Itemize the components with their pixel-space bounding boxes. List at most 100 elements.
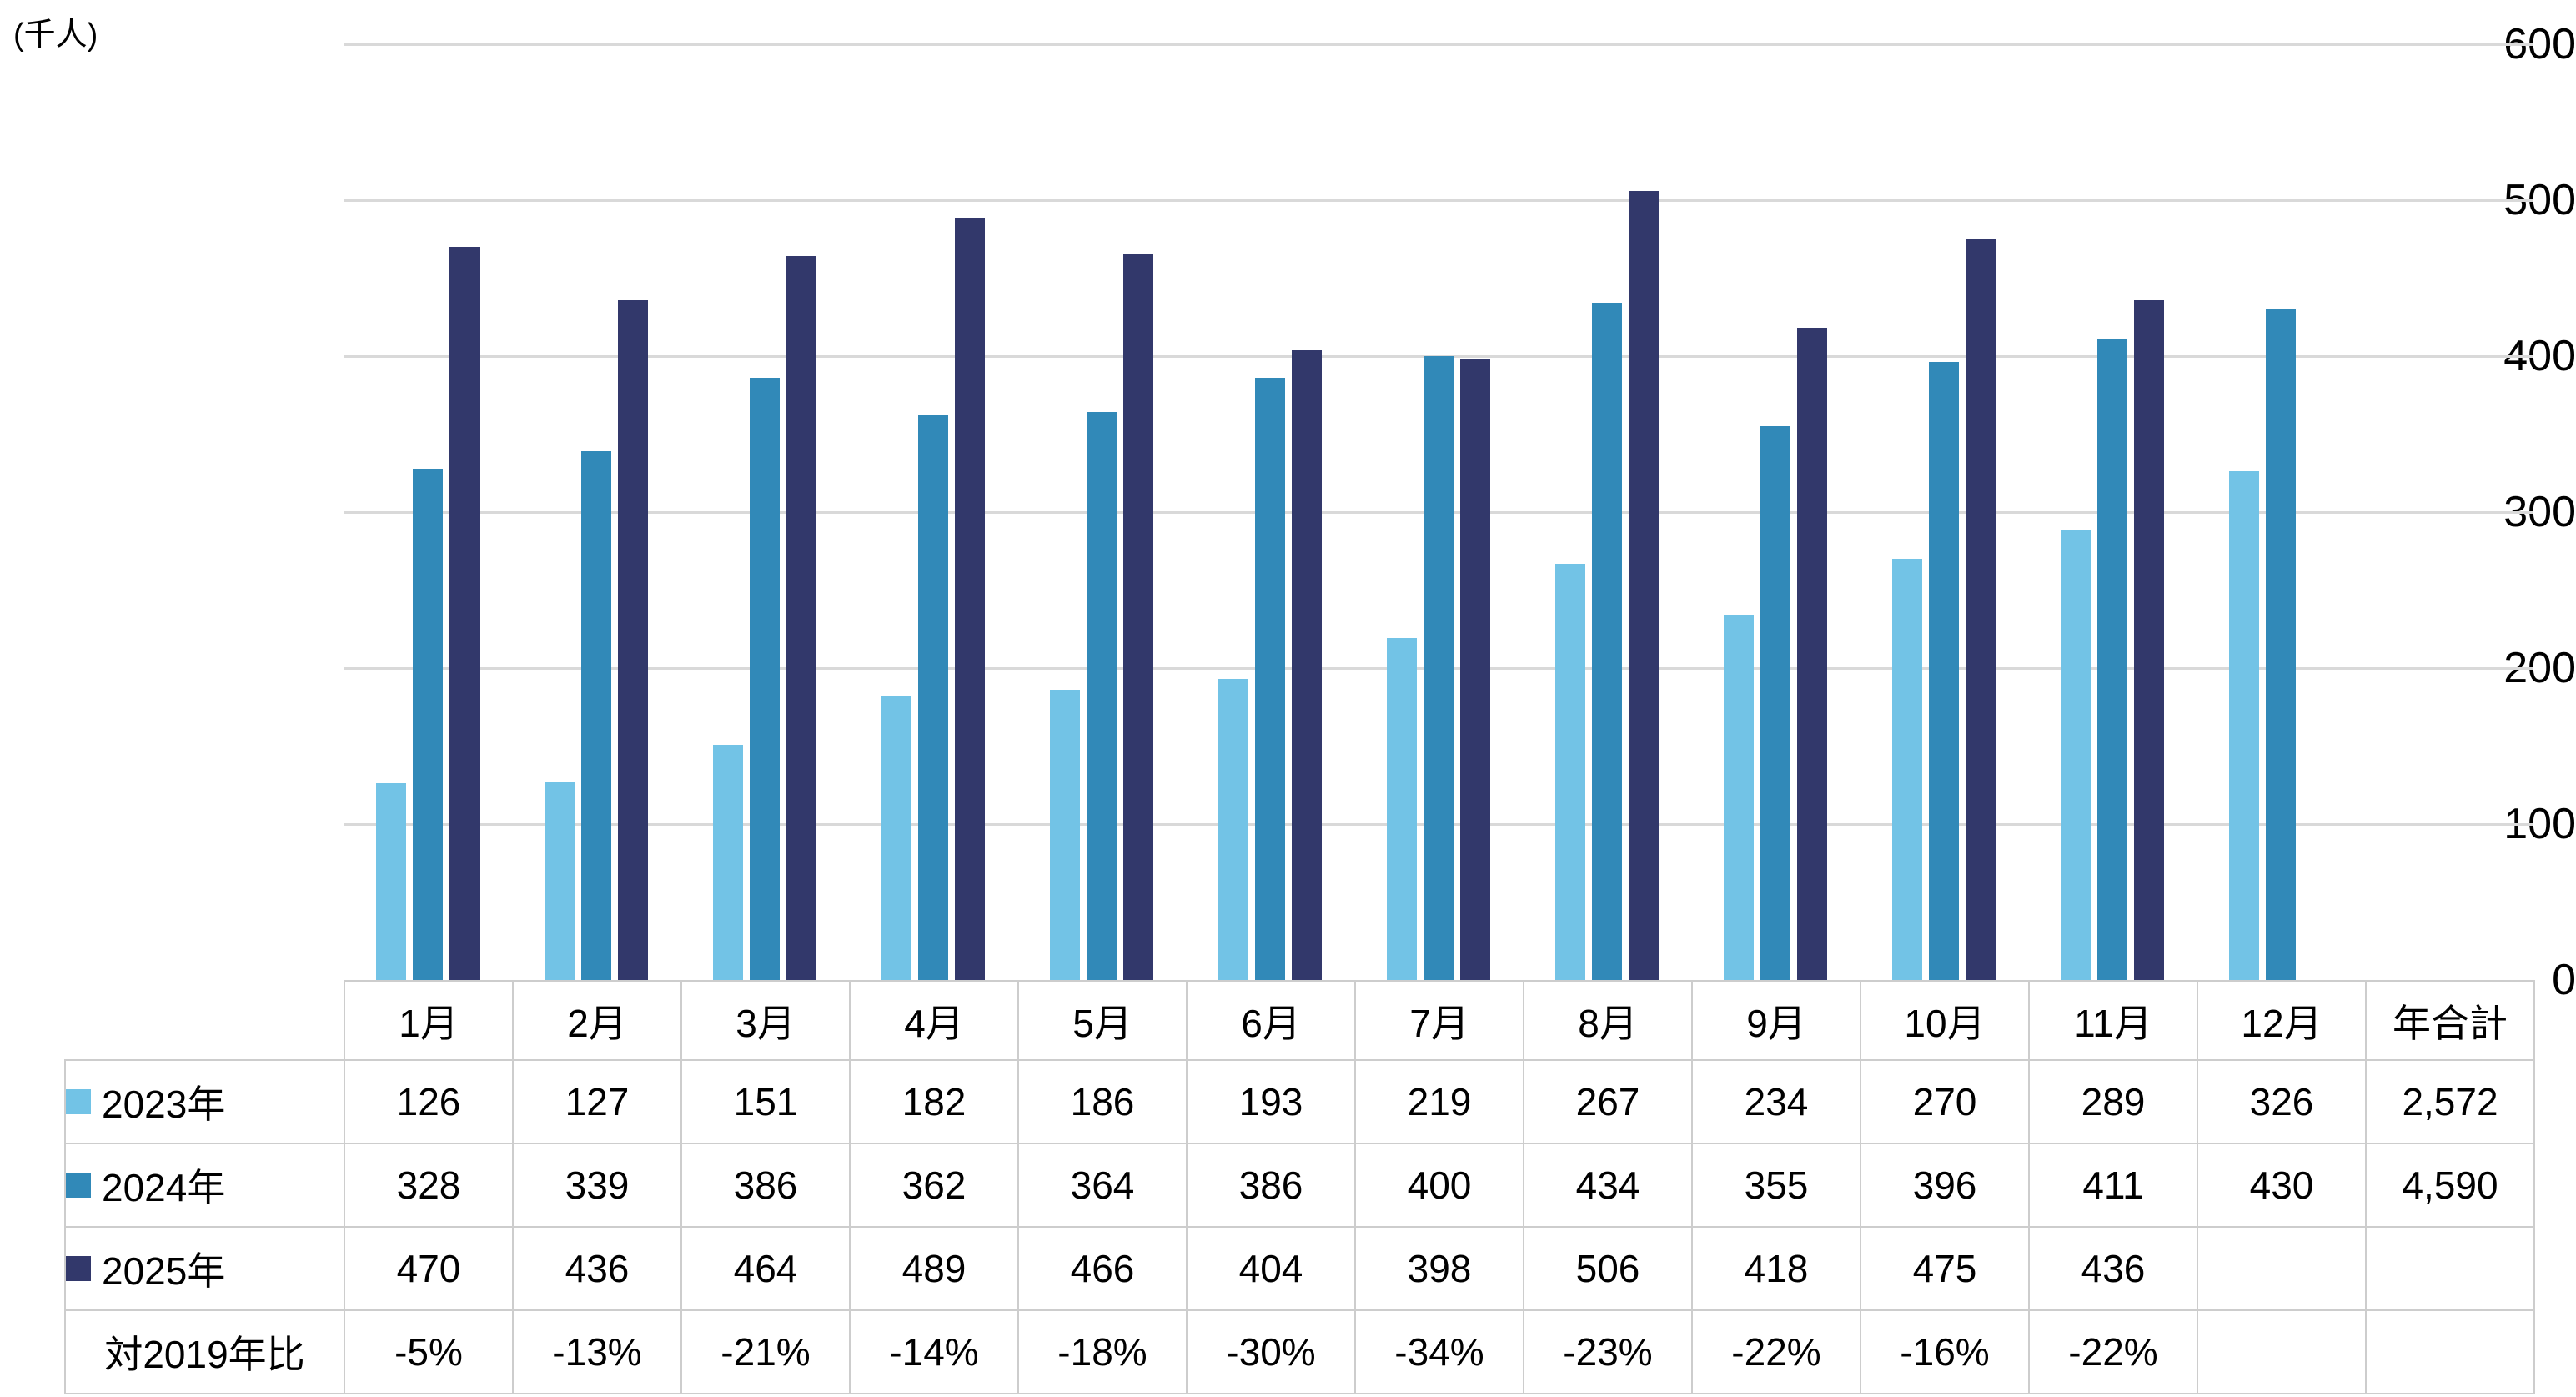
bar-group-10月 xyxy=(1892,239,1996,980)
bar-group-4月 xyxy=(881,218,985,980)
bar-2024-2月 xyxy=(581,451,611,980)
comparison-total-cell xyxy=(2365,1309,2535,1394)
value-cell: 289 xyxy=(2028,1059,2198,1144)
bar-2023-3月 xyxy=(713,745,743,980)
bar-2024-8月 xyxy=(1592,303,1622,980)
bar-group-2月 xyxy=(545,300,648,980)
bar-2024-12月 xyxy=(2266,309,2296,980)
month-header-cell: 10月 xyxy=(1860,980,2030,1061)
comparison-value-cell: -14% xyxy=(849,1309,1019,1394)
value-cell: 466 xyxy=(1017,1226,1188,1311)
value-cell: 418 xyxy=(1691,1226,1861,1311)
comparison-value-cell: -5% xyxy=(344,1309,514,1394)
bar-2023-7月 xyxy=(1387,638,1417,980)
gridline xyxy=(344,43,2533,46)
value-cell: 434 xyxy=(1523,1143,1693,1228)
bar-group-6月 xyxy=(1218,350,1322,980)
value-cell: 430 xyxy=(2197,1143,2367,1228)
bar-group-12月 xyxy=(2229,309,2332,980)
bar-2023-6月 xyxy=(1218,679,1248,980)
total-value-cell: 4,590 xyxy=(2365,1143,2535,1228)
comparison-value-cell xyxy=(2197,1309,2367,1394)
comparison-value-cell: -34% xyxy=(1354,1309,1524,1394)
series-label-cell: 2023年 xyxy=(64,1059,345,1144)
plot-area xyxy=(344,0,2533,980)
series-row-2024: 2024年 328 339 386 362 364 386 400 434 355 396 411 43… xyxy=(64,1143,2535,1228)
value-cell: 270 xyxy=(1860,1059,2030,1144)
series-label-content: 2024年 xyxy=(67,1158,343,1213)
value-cell: 151 xyxy=(680,1059,851,1144)
value-cell: 386 xyxy=(680,1143,851,1228)
comparison-value-cell: -18% xyxy=(1017,1309,1188,1394)
series-label-cell: 2024年 xyxy=(64,1143,345,1228)
value-cell: 464 xyxy=(680,1226,851,1311)
month-header-cell: 4月 xyxy=(849,980,1019,1061)
bar-2025-10月 xyxy=(1966,239,1996,980)
bar-2025-11月 xyxy=(2134,300,2164,980)
comparison-value-cell: -23% xyxy=(1523,1309,1693,1394)
bar-2023-11月 xyxy=(2061,530,2091,980)
value-cell: 436 xyxy=(2028,1226,2198,1311)
value-cell: 398 xyxy=(1354,1226,1524,1311)
bar-2025-2月 xyxy=(618,300,648,980)
bar-2025-4月 xyxy=(955,218,985,980)
series-name-label: 2024年 xyxy=(102,1166,226,1209)
month-header-cell: 3月 xyxy=(680,980,851,1061)
series-label-content: 2023年 xyxy=(67,1074,343,1129)
gridline xyxy=(344,199,2533,202)
value-cell: 328 xyxy=(344,1143,514,1228)
bar-2025-5月 xyxy=(1123,254,1153,980)
bar-2024-1月 xyxy=(413,469,443,980)
bar-2025-7月 xyxy=(1460,359,1490,980)
comparison-label-cell: 対2019年比 xyxy=(64,1309,345,1394)
bar-group-5月 xyxy=(1050,254,1153,980)
bar-group-1月 xyxy=(376,247,480,980)
comparison-value-cell: -16% xyxy=(1860,1309,2030,1394)
total-value-cell: 2,572 xyxy=(2365,1059,2535,1144)
total-value-cell xyxy=(2365,1226,2535,1311)
value-cell: 396 xyxy=(1860,1143,2030,1228)
legend-swatch-2023 xyxy=(67,1089,91,1114)
series-label-content: 2025年 xyxy=(67,1241,343,1296)
series-row-2023: 2023年 126 127 151 182 186 193 219 267 234 270 289 32… xyxy=(64,1059,2535,1144)
bar-2023-1月 xyxy=(376,783,406,980)
value-cell: 436 xyxy=(512,1226,682,1311)
bar-group-7月 xyxy=(1387,356,1490,980)
total-header-cell: 年合計 xyxy=(2365,980,2535,1061)
comparison-value-cell: -22% xyxy=(1691,1309,1861,1394)
series-name-label: 2025年 xyxy=(102,1249,226,1293)
value-cell: 400 xyxy=(1354,1143,1524,1228)
legend-swatch-2025 xyxy=(67,1256,91,1281)
bar-2023-9月 xyxy=(1724,615,1754,980)
value-cell: 182 xyxy=(849,1059,1019,1144)
value-cell: 404 xyxy=(1186,1226,1356,1311)
bar-2023-10月 xyxy=(1892,559,1922,980)
month-header-cell: 6月 xyxy=(1186,980,1356,1061)
bar-2025-3月 xyxy=(786,256,816,980)
bar-group-8月 xyxy=(1555,191,1659,980)
month-header-cell: 9月 xyxy=(1691,980,1861,1061)
month-header-cell: 11月 xyxy=(2028,980,2198,1061)
y-axis-unit-label: (千人) xyxy=(13,18,98,53)
bar-2023-4月 xyxy=(881,696,911,980)
bar-2024-4月 xyxy=(918,415,948,980)
bar-group-11月 xyxy=(2061,300,2164,980)
value-cell: 219 xyxy=(1354,1059,1524,1144)
value-cell: 267 xyxy=(1523,1059,1693,1144)
bar-2023-5月 xyxy=(1050,690,1080,980)
bar-group-3月 xyxy=(713,256,816,980)
value-cell: 186 xyxy=(1017,1059,1188,1144)
bar-2024-6月 xyxy=(1255,378,1285,980)
bar-2023-12月 xyxy=(2229,471,2259,980)
comparison-row: 対2019年比 -5% -13% -21% -14% -18% -30% -34% -23% -2… xyxy=(64,1309,2535,1394)
value-cell: 326 xyxy=(2197,1059,2367,1144)
bar-2024-9月 xyxy=(1760,426,1790,980)
chart-data-table: 1月 2月 3月 4月 5月 6月 7月 8月 9月 10月 11月 12月 年合計 2023年 126 12… xyxy=(64,980,2535,1394)
value-cell: 489 xyxy=(849,1226,1019,1311)
month-header-cell: 1月 xyxy=(344,980,514,1061)
legend-swatch-2024 xyxy=(67,1173,91,1198)
value-cell: 364 xyxy=(1017,1143,1188,1228)
series-label-cell: 2025年 xyxy=(64,1226,345,1311)
value-cell: 470 xyxy=(344,1226,514,1311)
